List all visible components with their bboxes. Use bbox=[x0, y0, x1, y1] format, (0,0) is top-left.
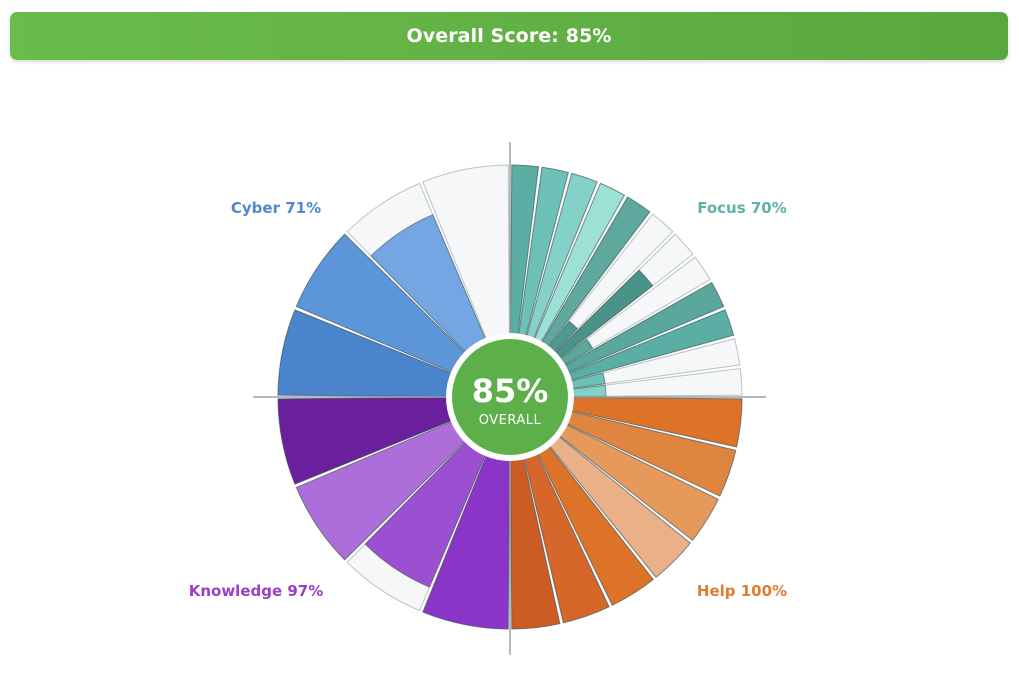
category-labels: Focus 70% Help 100% Knowledge 97% Cyber 71% bbox=[189, 199, 787, 600]
cyber-label: Cyber 71% bbox=[231, 199, 321, 217]
overall-score-banner: Overall Score: 85% bbox=[10, 12, 1008, 60]
help-label: Help 100% bbox=[697, 582, 787, 600]
center-score-value: 85% bbox=[472, 372, 549, 410]
center-score: 85% OVERALL bbox=[446, 333, 574, 461]
center-score-label: OVERALL bbox=[479, 413, 542, 428]
overall-score-text: Overall Score: 85% bbox=[406, 25, 612, 47]
focus-label: Focus 70% bbox=[697, 199, 787, 217]
knowledge-label: Knowledge 97% bbox=[189, 582, 324, 600]
chart-slices bbox=[277, 164, 743, 630]
center-circle bbox=[452, 339, 568, 455]
